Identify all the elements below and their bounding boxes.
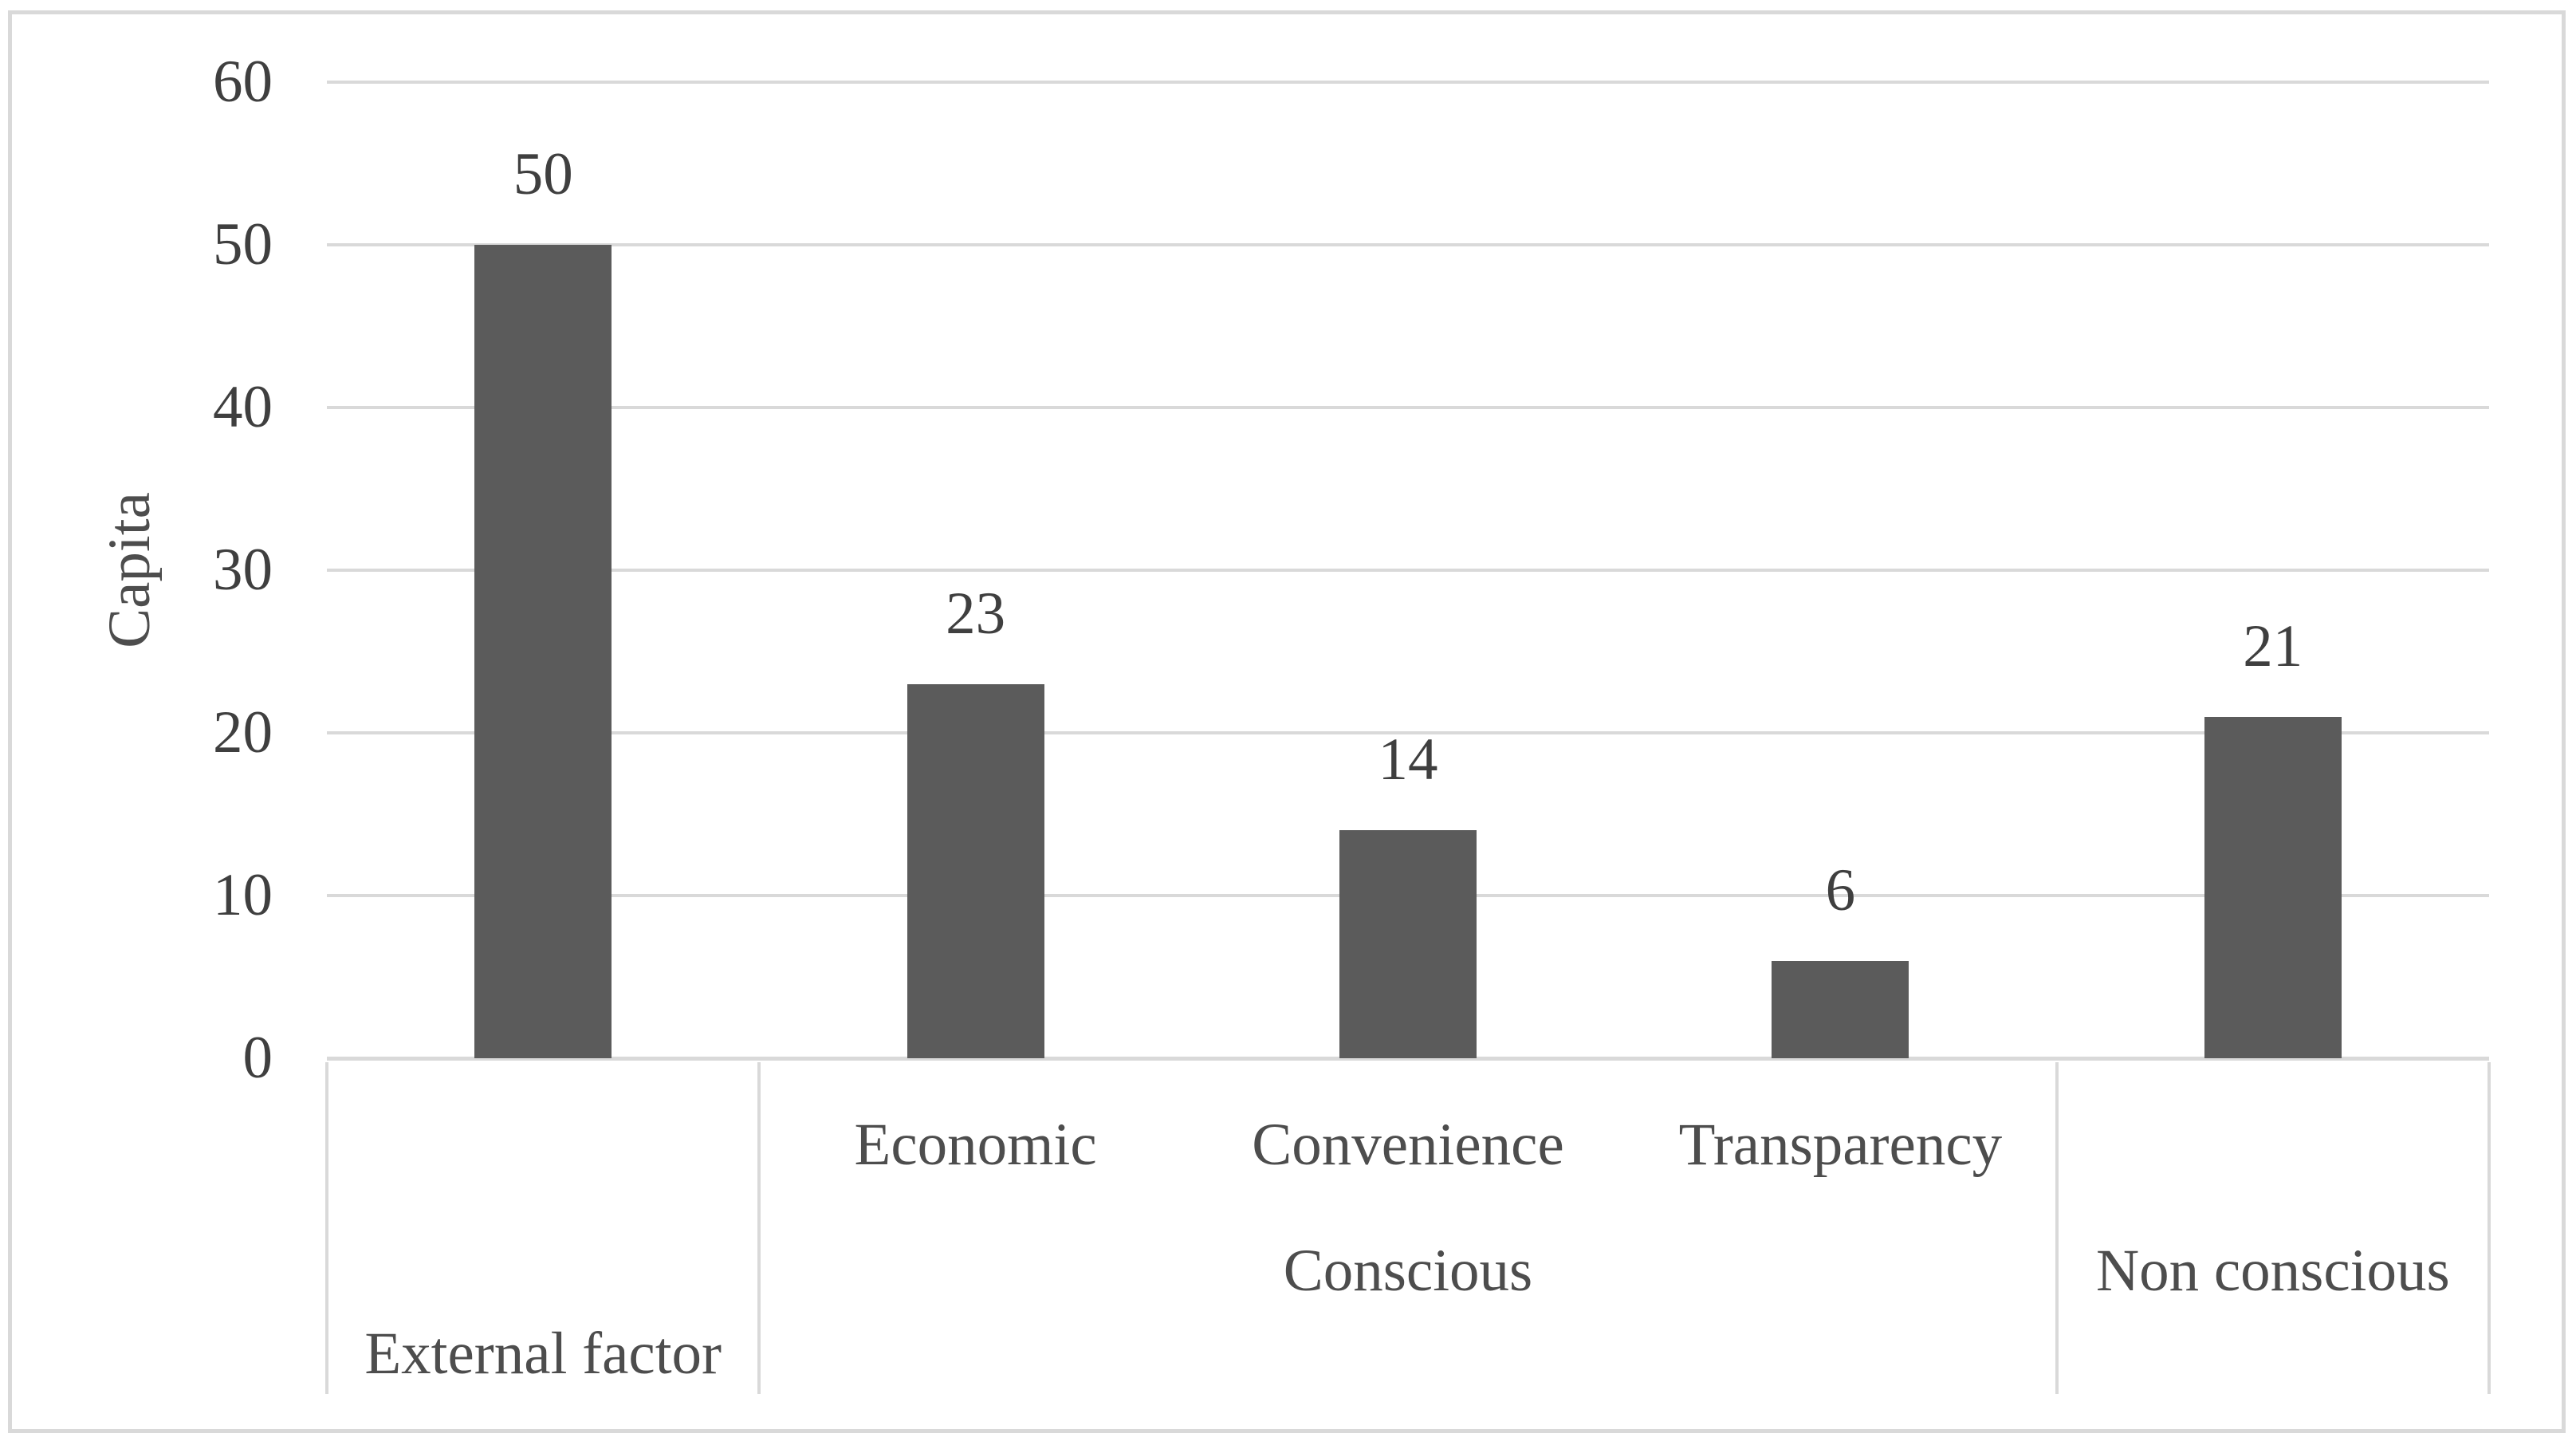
category-divider bbox=[325, 1062, 328, 1394]
gridline bbox=[327, 81, 2489, 84]
gridline bbox=[327, 243, 2489, 246]
y-tick-label: 0 bbox=[242, 1025, 273, 1091]
category-group-label: Non conscious bbox=[2095, 1238, 2450, 1304]
category-group-label: Conscious bbox=[1283, 1238, 1533, 1304]
category-divider bbox=[2055, 1062, 2059, 1394]
y-tick-label: 50 bbox=[213, 211, 273, 278]
bar-external-factor bbox=[474, 245, 612, 1058]
bar-transparency bbox=[1772, 960, 1909, 1058]
gridline bbox=[327, 406, 2489, 409]
category-sub-label: Economic bbox=[854, 1112, 1097, 1178]
y-tick-label: 30 bbox=[213, 537, 273, 603]
data-label: 21 bbox=[2243, 612, 2303, 679]
category-outer-label: External factor bbox=[364, 1321, 722, 1387]
x-axis-line bbox=[327, 1057, 2489, 1061]
y-tick-label: 60 bbox=[213, 49, 273, 115]
y-tick-label: 10 bbox=[213, 862, 273, 928]
gridline bbox=[327, 731, 2489, 734]
gridline bbox=[327, 569, 2489, 572]
data-label: 14 bbox=[1378, 726, 1438, 793]
category-sub-label: Transparency bbox=[1678, 1112, 2003, 1178]
data-label: 6 bbox=[1825, 856, 1856, 923]
category-divider bbox=[2488, 1062, 2491, 1394]
chart-border bbox=[8, 10, 2566, 1433]
data-label: 50 bbox=[513, 141, 573, 207]
y-tick-label: 20 bbox=[213, 699, 273, 766]
bar-convenience bbox=[1339, 830, 1477, 1058]
data-label: 23 bbox=[946, 580, 1006, 647]
bar-non-conscious bbox=[2204, 716, 2342, 1058]
y-tick-label: 40 bbox=[213, 374, 273, 440]
bar-economic bbox=[907, 683, 1044, 1058]
category-sub-label: Convenience bbox=[1252, 1112, 1564, 1178]
category-divider bbox=[757, 1062, 761, 1394]
